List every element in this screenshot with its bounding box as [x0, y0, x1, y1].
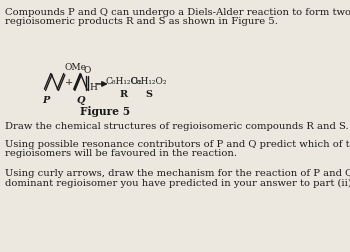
Text: Draw the chemical structures of regioisomeric compounds R and S.: Draw the chemical structures of regioiso… — [5, 122, 348, 131]
Text: Using curly arrows, draw the mechanism for the reaction of P and Q to form the: Using curly arrows, draw the mechanism f… — [5, 168, 350, 177]
Text: OMe: OMe — [65, 63, 87, 72]
Text: dominant regioisomer you have predicted in your answer to part (ii) above.: dominant regioisomer you have predicted … — [5, 178, 350, 187]
Text: Figure 5: Figure 5 — [80, 106, 131, 117]
Text: Compounds P and Q can undergo a Diels-Alder reaction to form two: Compounds P and Q can undergo a Diels-Al… — [5, 8, 350, 17]
Text: C₈H₁₂O₂: C₈H₁₂O₂ — [105, 76, 142, 85]
Text: P: P — [42, 95, 50, 104]
Text: H: H — [90, 83, 97, 92]
Text: regioisomers will be favoured in the reaction.: regioisomers will be favoured in the rea… — [5, 149, 237, 158]
Text: regioisomeric products R and S as shown in Figure 5.: regioisomeric products R and S as shown … — [5, 17, 278, 26]
Text: O: O — [84, 66, 91, 75]
Text: R: R — [119, 89, 127, 99]
Text: S: S — [145, 89, 152, 99]
Text: Using possible resonance contributors of P and Q predict which of the two: Using possible resonance contributors of… — [5, 139, 350, 148]
Text: Q: Q — [76, 95, 85, 104]
Text: C₈H₁₂O₂: C₈H₁₂O₂ — [131, 76, 167, 85]
Text: +: + — [65, 78, 74, 87]
